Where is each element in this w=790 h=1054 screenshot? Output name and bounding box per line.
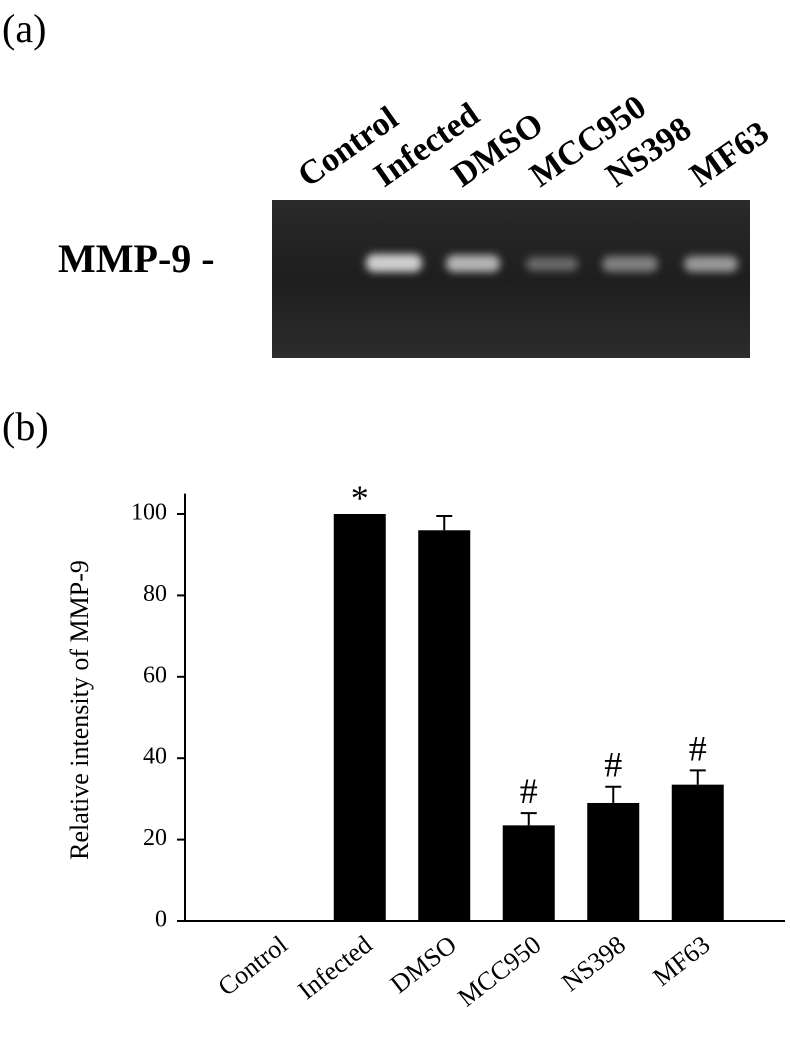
- y-tick-label: 20: [143, 825, 167, 851]
- significance-marker: *: [351, 478, 369, 518]
- y-tick-label: 60: [143, 662, 167, 688]
- y-tick-label: 40: [143, 744, 167, 770]
- y-tick-label: 100: [131, 500, 167, 526]
- gel-image: [272, 200, 750, 358]
- lane-label: MF63: [683, 114, 775, 194]
- significance-marker: #: [689, 728, 707, 768]
- y-tick-label: 0: [155, 907, 167, 933]
- significance-marker: #: [604, 745, 622, 785]
- bar: [502, 825, 555, 921]
- x-tick-label: NS398: [556, 930, 631, 997]
- y-axis-label: Relative intensity of MMP-9: [65, 560, 94, 860]
- bar: [418, 530, 471, 921]
- panel-label: (a): [2, 6, 46, 51]
- x-tick-label: Control: [212, 930, 292, 1002]
- bar: [587, 802, 640, 921]
- x-tick-label: MCC950: [452, 930, 546, 1012]
- x-tick-label: Infected: [292, 930, 377, 1005]
- significance-marker: #: [520, 771, 538, 811]
- bar: [333, 514, 386, 921]
- y-tick-label: 80: [143, 581, 167, 607]
- panel-label: (b): [2, 404, 49, 449]
- x-tick-label: MF63: [647, 930, 715, 992]
- row-label: MMP-9 -: [58, 236, 215, 281]
- bar: [671, 784, 724, 921]
- x-tick-label: DMSO: [385, 930, 462, 999]
- gel-bands: [366, 254, 738, 272]
